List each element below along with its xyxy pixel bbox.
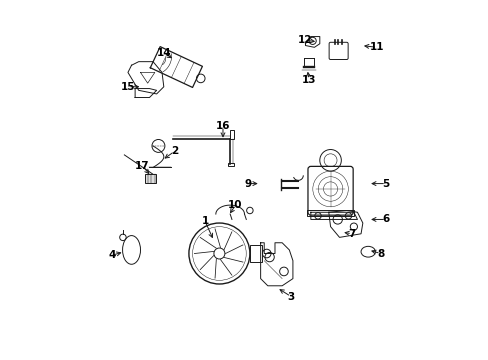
Text: 2: 2 [171, 146, 178, 156]
Bar [230, 130, 234, 139]
Text: 13: 13 [301, 75, 316, 85]
Text: 6: 6 [382, 215, 389, 224]
Text: 12: 12 [298, 35, 312, 45]
Bar [306, 211, 353, 216]
Text: 8: 8 [376, 248, 384, 258]
Bar [228, 163, 233, 166]
Text: 1: 1 [201, 216, 208, 226]
Text: 4: 4 [108, 250, 115, 260]
Text: 14: 14 [156, 48, 171, 58]
Text: 16: 16 [215, 121, 230, 131]
Text: 9: 9 [244, 179, 251, 189]
Text: 3: 3 [287, 292, 294, 302]
Text: 10: 10 [228, 200, 242, 210]
Bar [145, 174, 156, 183]
Text: 11: 11 [369, 42, 384, 52]
Text: 17: 17 [135, 161, 149, 171]
Text: 15: 15 [121, 82, 135, 92]
Text: 7: 7 [347, 229, 355, 239]
Text: 5: 5 [382, 179, 389, 189]
Bar [249, 244, 262, 262]
